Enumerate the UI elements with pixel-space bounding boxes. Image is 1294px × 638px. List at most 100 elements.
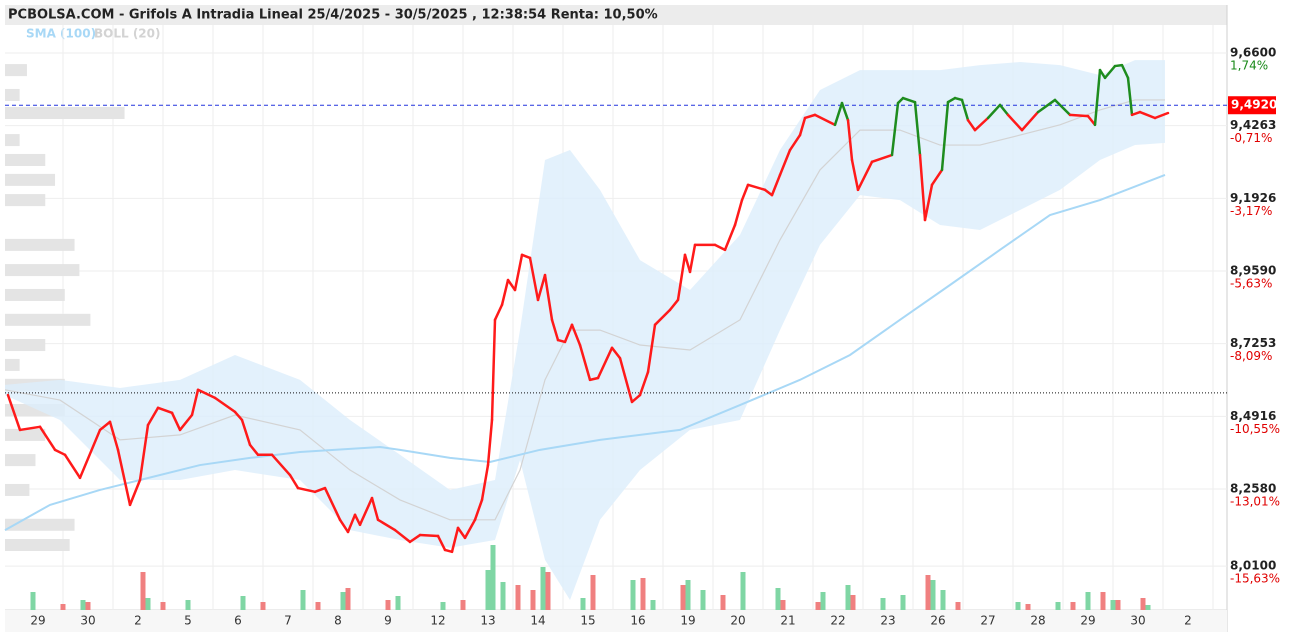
price-segment (683, 253, 692, 274)
volume-bar (300, 590, 306, 610)
price-segment (6, 393, 22, 432)
x-tick-label: 19 (680, 614, 695, 628)
price-segment (108, 420, 120, 452)
price-segment (178, 413, 194, 432)
price-segment (18, 425, 42, 432)
price-segment (353, 513, 362, 527)
volume-bar (145, 598, 151, 610)
price-segment (998, 103, 1010, 117)
price-segment (240, 418, 252, 447)
pct-tick-label: 1,74% (1230, 58, 1268, 72)
price-segment (563, 323, 574, 344)
pct-tick-label: -13,01% (1230, 495, 1280, 509)
volume-bar (80, 600, 86, 610)
price-segment (38, 425, 57, 452)
price-segment (128, 478, 142, 507)
x-tick-label: 23 (880, 614, 895, 628)
volume-bar (685, 580, 691, 610)
price-segment (596, 346, 614, 380)
volume-profile-bar (5, 173, 56, 186)
price-segment (358, 496, 374, 527)
volume-profile-bar (5, 194, 46, 207)
price-segment (688, 243, 697, 274)
price-segment (1006, 113, 1024, 132)
price-segment (763, 188, 774, 197)
x-tick-label: 15 (580, 614, 595, 628)
price-segment (1068, 113, 1090, 118)
volume-profile-bar (5, 518, 75, 531)
price-segment (233, 410, 244, 422)
price-segment (913, 100, 922, 157)
price-segment (450, 526, 460, 554)
volume-bar (1140, 598, 1146, 610)
price-segment (418, 533, 440, 538)
x-tick-label: 26 (930, 614, 945, 628)
price-segment (463, 518, 477, 540)
y-tick-label: 8,7253 (1230, 336, 1276, 350)
x-tick-label: 7 (284, 614, 292, 628)
bollinger-middle (4, 99, 1165, 521)
x-tick-label: 30 (80, 614, 95, 628)
price-segment (528, 256, 540, 302)
price-segment (493, 303, 504, 322)
volume-bar (940, 590, 946, 610)
volume-bar (1110, 600, 1116, 610)
volume-bar (740, 572, 746, 610)
price-segment (288, 473, 300, 490)
price-segment (813, 113, 837, 127)
price-segment (370, 496, 380, 522)
price-segment (338, 518, 350, 534)
price-segment (393, 528, 412, 544)
price-segment (196, 388, 217, 400)
price-segment (156, 406, 174, 415)
price-segment (1120, 63, 1130, 80)
legend-boll: BOLL (20) (94, 27, 161, 41)
volume-bar (1025, 604, 1031, 610)
x-tick-label: 8 (334, 614, 342, 628)
price-segment (543, 273, 554, 322)
volume-profile-bar (5, 539, 70, 551)
price-segment (610, 346, 622, 360)
volume-bar (1115, 600, 1121, 610)
price-segment (946, 96, 957, 104)
price-segment (473, 498, 484, 522)
price-segment (248, 443, 260, 457)
price-segment (436, 534, 447, 552)
price-segment (630, 393, 642, 404)
y-tick-label: 8,2580 (1230, 482, 1276, 496)
price-segment (746, 183, 767, 192)
price-segment (376, 518, 397, 532)
volume-bar (460, 600, 466, 610)
price-segment (53, 448, 67, 457)
price-segment (676, 253, 687, 302)
volume-profile-bar (5, 483, 30, 496)
volume-bar (680, 585, 686, 610)
pct-tick-label: -0,71% (1230, 131, 1272, 145)
price-segment (116, 448, 132, 507)
price-segment (520, 253, 532, 260)
y-tick-label: 8,4916 (1230, 409, 1276, 423)
price-segment (770, 173, 782, 197)
x-tick-label: 2 (1184, 614, 1192, 628)
price-segment (846, 118, 854, 162)
volume-bar (185, 600, 191, 610)
price-segment (646, 323, 657, 374)
price-segment (63, 453, 82, 480)
price-segment (653, 308, 672, 327)
pct-tick-label: -15,63% (1230, 572, 1280, 586)
price-segment (723, 223, 737, 252)
price-segment (500, 278, 510, 307)
price-segment (923, 183, 934, 222)
volume-bar (530, 590, 536, 610)
price-segment (456, 526, 467, 540)
volume-bar (880, 598, 886, 610)
price-segment (713, 243, 727, 252)
price-segment (890, 101, 900, 157)
volume-bar (515, 585, 521, 610)
price-segment (138, 423, 150, 482)
price-segment (870, 153, 894, 164)
price-segment (480, 463, 490, 502)
volume-profile-bar (5, 288, 65, 301)
